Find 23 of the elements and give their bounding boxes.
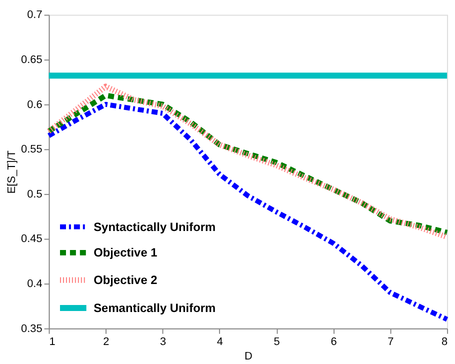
x-tick-label: 3 bbox=[160, 336, 166, 348]
x-tick-label: 5 bbox=[274, 336, 280, 348]
y-tick-label: 0.65 bbox=[21, 54, 42, 66]
x-tick-label: 7 bbox=[388, 336, 394, 348]
line-series bbox=[46, 102, 450, 322]
x-tick-label: 6 bbox=[330, 336, 337, 348]
y-tick-label: 0.4 bbox=[27, 278, 42, 290]
x-axis-title: D bbox=[244, 350, 252, 363]
y-tick-label: 0.45 bbox=[21, 233, 42, 246]
y-tick-label: 0.6 bbox=[27, 98, 42, 111]
legend-label: Semantically Uniform bbox=[94, 300, 216, 315]
x-tick-label: 8 bbox=[441, 336, 448, 348]
x-tick-label: 1 bbox=[49, 336, 56, 348]
legend-label: Syntactically Uniform bbox=[94, 220, 216, 234]
y-axis-title: E[S_T]/T bbox=[6, 150, 18, 194]
y-tick-label: 0.35 bbox=[21, 322, 42, 335]
legend-label: Objective 2 bbox=[94, 273, 158, 288]
y-tick-label: 0.7 bbox=[27, 9, 42, 22]
legend-label: Objective 1 bbox=[94, 246, 158, 260]
x-tick-label: 2 bbox=[103, 336, 110, 348]
y-tick-label: 0.55 bbox=[21, 144, 42, 156]
y-tick-label: 0.5 bbox=[27, 188, 42, 200]
x-tick-label: 4 bbox=[216, 336, 224, 348]
